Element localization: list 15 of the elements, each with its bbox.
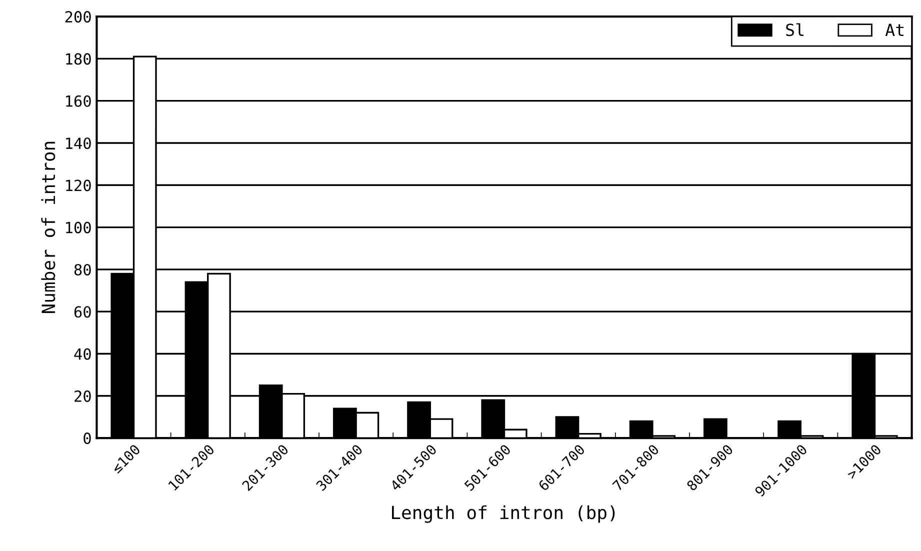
y-tick-label: 100 [66,222,91,234]
y-tick-label: 120 [66,180,91,192]
y-tick-label: 20 [74,390,91,402]
y-tick-label: 0 [84,432,91,444]
y-tick-label: 160 [66,95,91,107]
legend-label: At [885,24,904,36]
y-tick-label: 80 [74,264,91,276]
y-tick-label: 140 [66,137,91,150]
y-tick-label: 180 [66,53,91,65]
y-tick-label: 200 [65,11,91,23]
y-tick-label: 40 [74,348,91,360]
y-tick-label: 60 [74,306,91,318]
legend-label: Sl [786,23,804,36]
x-axis-title: Length of intron (bp) [392,505,615,523]
y-axis-title: Number of intron [41,142,56,314]
